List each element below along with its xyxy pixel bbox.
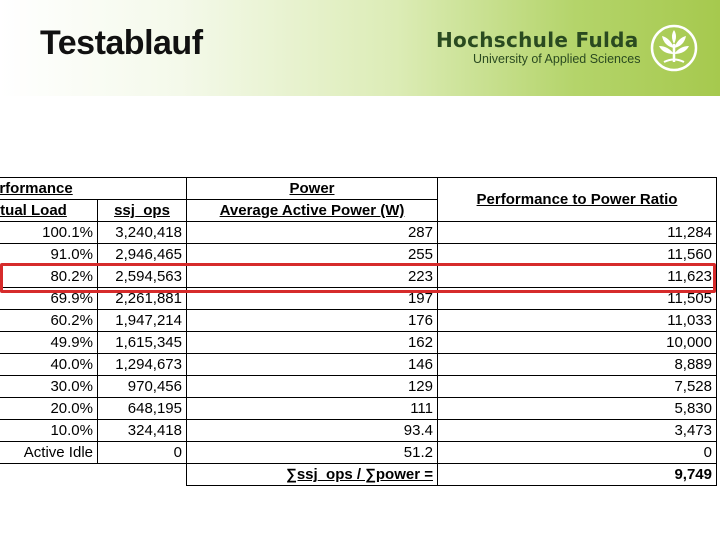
ssj-ops-cell: 1,615,345 — [97, 331, 187, 354]
table-row: 40.0% 1,294,673 146 8,889 — [0, 353, 717, 376]
ratio-cell: 7,528 — [437, 375, 717, 398]
benchmark-table: Performance Power Performance to Power R… — [0, 177, 717, 486]
load-cell: 60.2% — [0, 309, 98, 332]
ssj-ops-cell: 970,456 — [97, 375, 187, 398]
ssj-ops-cell: 2,594,563 — [97, 265, 187, 288]
table-row: 10.0% 324,418 93.4 3,473 — [0, 419, 717, 442]
ratio-cell: 10,000 — [437, 331, 717, 354]
load-cell: Active Idle — [0, 441, 98, 464]
load-cell: 10.0% — [0, 419, 98, 442]
summary-value: 9,749 — [437, 463, 717, 486]
load-cell: 30.0% — [0, 375, 98, 398]
ratio-cell: 11,284 — [437, 221, 717, 244]
power-cell: 287 — [186, 221, 438, 244]
table-row: 69.9% 2,261,881 197 11,505 — [0, 287, 717, 310]
load-cell: 20.0% — [0, 397, 98, 420]
power-cell: 176 — [186, 309, 438, 332]
ratio-cell: 11,505 — [437, 287, 717, 310]
ratio-header: Performance to Power Ratio — [437, 177, 717, 222]
table-row: 100.1% 3,240,418 287 11,284 — [0, 221, 717, 244]
power-cell: 223 — [186, 265, 438, 288]
slide-header: Testablauf Hochschule Fulda University o… — [0, 0, 720, 96]
ratio-cell: 8,889 — [437, 353, 717, 376]
brand-name: Hochschule Fulda — [436, 28, 639, 52]
avg-power-header: Average Active Power (W) — [186, 199, 438, 222]
table-row: Active Idle 0 51.2 0 — [0, 441, 717, 464]
ssj-ops-header: ssj_ops — [97, 199, 187, 222]
ssj-ops-cell: 324,418 — [97, 419, 187, 442]
summary-blank-2 — [98, 464, 187, 486]
ssj-ops-cell: 2,946,465 — [97, 243, 187, 266]
summary-label: ∑ssj_ops / ∑power = — [186, 463, 438, 486]
performance-header: Performance — [0, 177, 187, 200]
table-row: 80.2% 2,594,563 223 11,623 — [0, 265, 717, 288]
power-cell: 51.2 — [186, 441, 438, 464]
table-row: 49.9% 1,615,345 162 10,000 — [0, 331, 717, 354]
table-row: 91.0% 2,946,465 255 11,560 — [0, 243, 717, 266]
ssj-ops-cell: 0 — [97, 441, 187, 464]
brand-subtitle: University of Applied Sciences — [473, 52, 641, 66]
ratio-cell: 3,473 — [437, 419, 717, 442]
ssj-ops-cell: 3,240,418 — [97, 221, 187, 244]
power-cell: 162 — [186, 331, 438, 354]
power-cell: 111 — [186, 397, 438, 420]
load-cell: 40.0% — [0, 353, 98, 376]
power-cell: 146 — [186, 353, 438, 376]
power-cell: 93.4 — [186, 419, 438, 442]
slide-title: Testablauf — [40, 24, 203, 62]
load-cell: 49.9% — [0, 331, 98, 354]
actual-load-header: Actual Load — [0, 199, 98, 222]
ssj-ops-cell: 1,294,673 — [97, 353, 187, 376]
load-cell: 91.0% — [0, 243, 98, 266]
summary-row: ∑ssj_ops / ∑power = 9,749 — [0, 463, 717, 486]
ratio-cell: 11,560 — [437, 243, 717, 266]
ratio-cell: 11,033 — [437, 309, 717, 332]
ssj-ops-cell: 1,947,214 — [97, 309, 187, 332]
table-row: 60.2% 1,947,214 176 11,033 — [0, 309, 717, 332]
ratio-cell: 0 — [437, 441, 717, 464]
group-header-row: Performance Power Performance to Power R… — [0, 177, 717, 222]
university-logo-icon — [650, 24, 698, 72]
table-row: 30.0% 970,456 129 7,528 — [0, 375, 717, 398]
load-cell: 80.2% — [0, 265, 98, 288]
power-cell: 197 — [186, 287, 438, 310]
load-cell: 100.1% — [0, 221, 98, 244]
ssj-ops-cell: 648,195 — [97, 397, 187, 420]
power-cell: 129 — [186, 375, 438, 398]
ratio-cell: 5,830 — [437, 397, 717, 420]
ratio-cell: 11,623 — [437, 265, 717, 288]
table-row: 20.0% 648,195 111 5,830 — [0, 397, 717, 420]
university-brand: Hochschule Fulda University of Applied S… — [436, 28, 640, 66]
table-body: 100.1% 3,240,418 287 11,284 91.0% 2,946,465 25… — [0, 221, 717, 464]
load-cell: 69.9% — [0, 287, 98, 310]
benchmark-table-container: Performance Power Performance to Power R… — [0, 177, 717, 486]
power-header: Power — [186, 177, 438, 200]
ssj-ops-cell: 2,261,881 — [97, 287, 187, 310]
power-cell: 255 — [186, 243, 438, 266]
summary-blank-1 — [0, 464, 98, 486]
